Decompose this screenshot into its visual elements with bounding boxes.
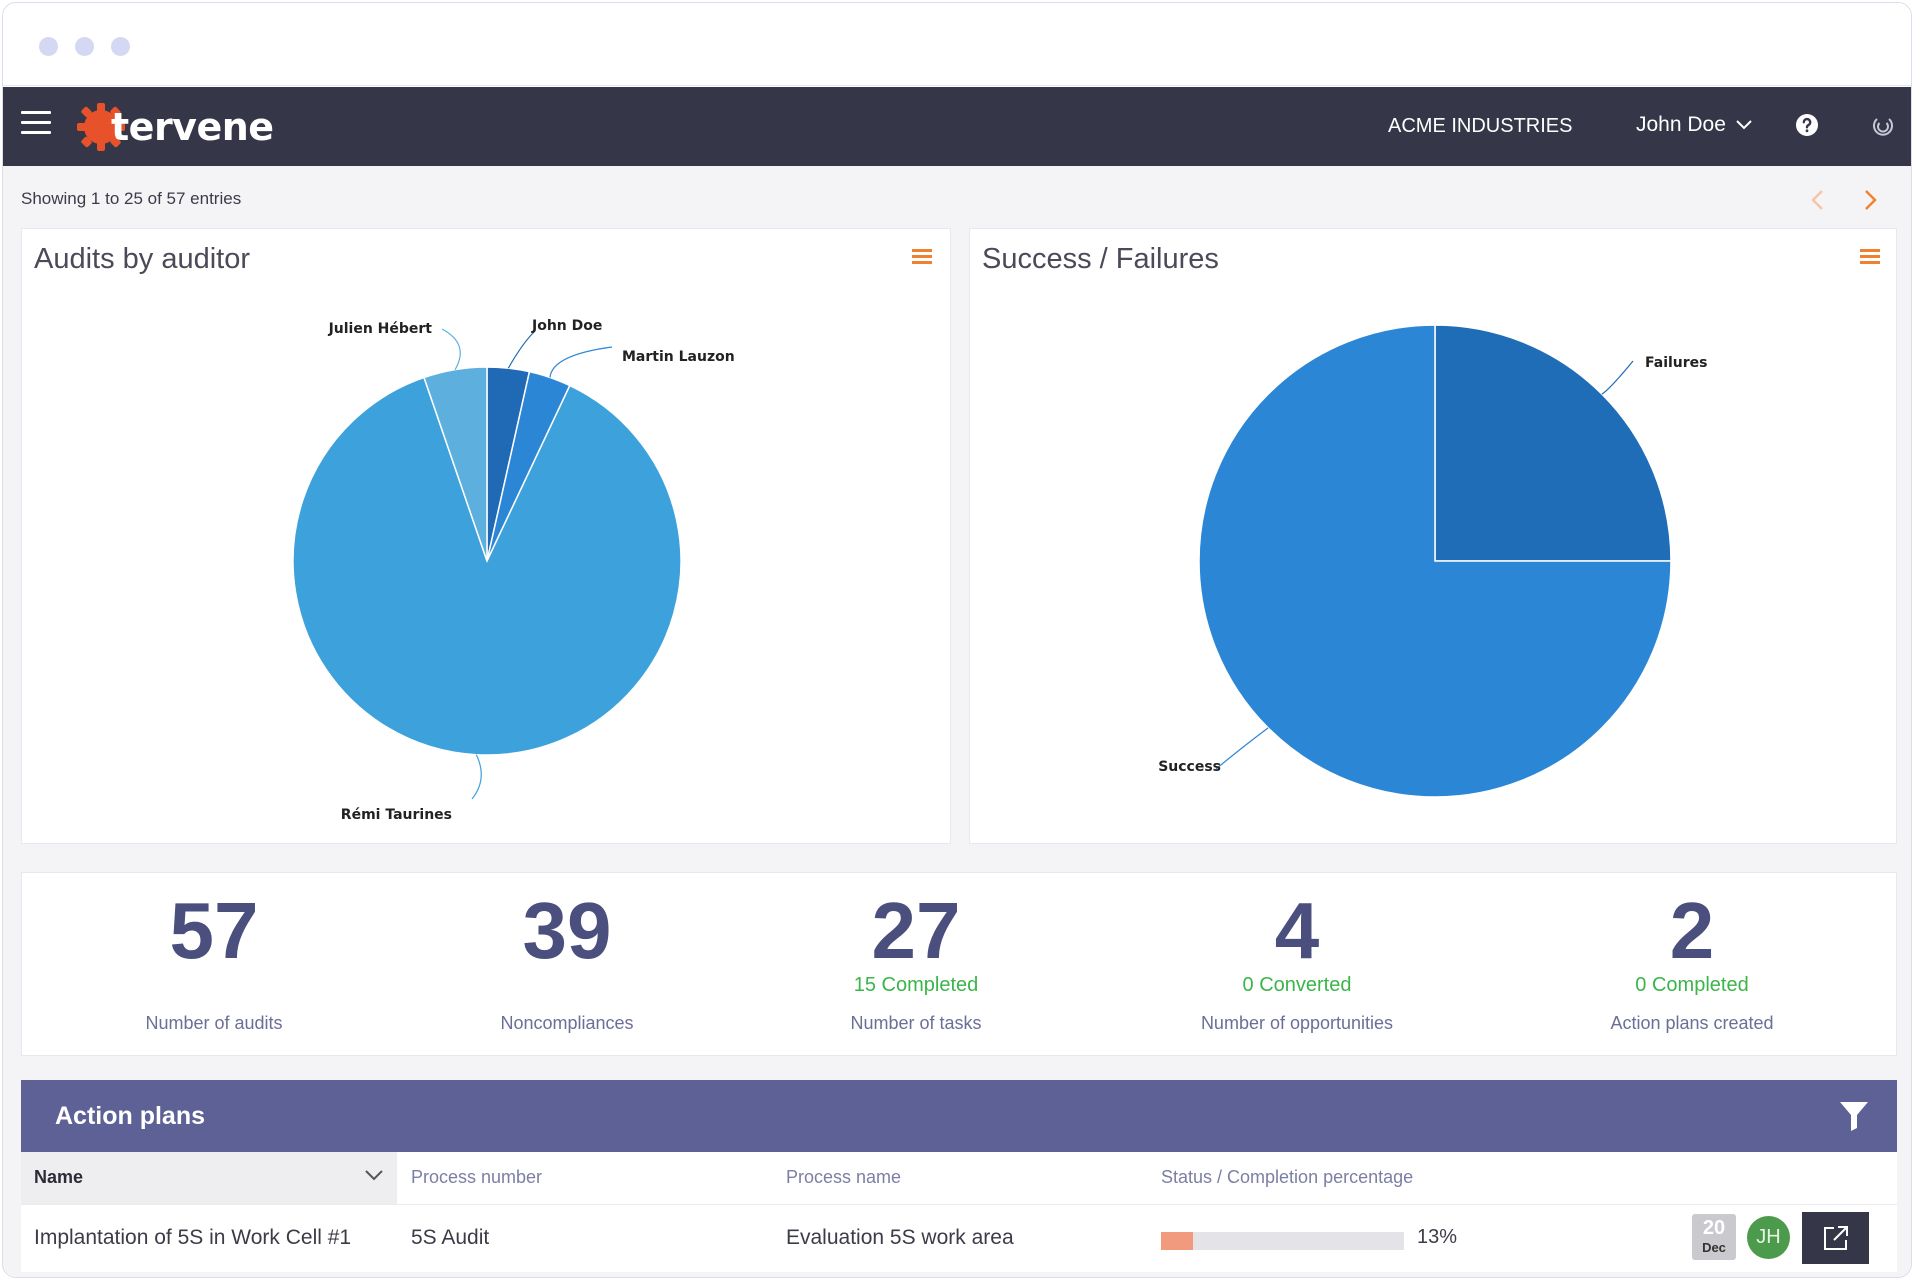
user-menu[interactable]: John Doe: [1636, 113, 1752, 137]
external-link-icon: [1824, 1226, 1848, 1250]
chevron-down-icon: [365, 1170, 383, 1181]
avatar[interactable]: JH: [1747, 1216, 1790, 1259]
success-chart-title: Success / Failures: [982, 243, 1219, 275]
column-header-process-name[interactable]: Process name: [786, 1167, 902, 1187]
chart-menu-icon[interactable]: [1860, 247, 1880, 265]
pie-slice-r-mi-taurines[interactable]: [292, 376, 682, 756]
stat-audits: 57 Number of audits: [34, 873, 394, 1057]
pie-label-connector: [1601, 360, 1634, 395]
pie-label: Failures: [1645, 355, 1708, 371]
action-plans-title: Action plans: [55, 1102, 206, 1130]
user-name: John Doe: [1636, 113, 1726, 136]
stat-value: 2: [1669, 886, 1715, 975]
audits-pie-chart: John Doe Martin Lauzon Rémi Taurines Julien…: [292, 318, 735, 823]
power-icon[interactable]: [1869, 111, 1897, 139]
pie-label-connector: [1215, 727, 1269, 770]
pie-label: Julien Hébert: [328, 321, 433, 337]
pie-label: Success: [1158, 759, 1221, 775]
pie-label-connector: [549, 346, 613, 378]
company-name[interactable]: ACME INDUSTRIES: [1388, 115, 1573, 137]
logo[interactable]: tervene: [77, 101, 274, 153]
logo-text: tervene: [111, 105, 274, 149]
row-process-name: Evaluation 5S work area: [786, 1226, 1014, 1249]
stat-label: Noncompliances: [500, 1013, 634, 1033]
window-maximize-dot[interactable]: [111, 37, 130, 56]
column-header-process-number[interactable]: Process number: [411, 1167, 543, 1187]
table-header-row: Name Process number Process name Status …: [21, 1152, 1897, 1204]
pie-label: John Doe: [531, 318, 602, 334]
column-header-label: Name: [34, 1167, 84, 1187]
chevron-left-icon[interactable]: [1807, 186, 1829, 214]
pie-slice-success[interactable]: [1198, 324, 1672, 798]
success-failures-pie-chart: Failures Success: [1158, 324, 1708, 798]
stat-value: 39: [522, 886, 612, 975]
window-close-dot[interactable]: [39, 37, 58, 56]
pie-label-connector: [507, 331, 535, 369]
completion-progress-fill: [1161, 1232, 1193, 1250]
stat-value: 57: [169, 886, 259, 975]
stat-sub: 15 Completed: [853, 974, 979, 996]
filter-icon[interactable]: [1839, 1100, 1869, 1132]
pie-label-connector: [471, 754, 482, 800]
row-name[interactable]: Implantation of 5S in Work Cell #1: [34, 1226, 352, 1249]
help-circle-icon[interactable]: [1795, 113, 1819, 137]
main-content: Showing 1 to 25 of 57 entries Audits by …: [3, 166, 1911, 1277]
stat-value: 4: [1274, 886, 1320, 975]
open-action-plan-button[interactable]: [1802, 1212, 1869, 1264]
top-navbar: tervene ACME INDUSTRIES John Doe: [3, 87, 1911, 166]
stat-sub: 0 Converted: [1242, 974, 1352, 996]
completion-progress-bar: [1161, 1232, 1404, 1250]
audits-chart-title: Audits by auditor: [34, 243, 251, 275]
due-date-badge: 20 Dec: [1692, 1214, 1736, 1260]
stats-strip: 57 Number of audits 39 Noncompliances 27…: [21, 872, 1897, 1056]
stat-label: Number of opportunities: [1200, 1013, 1394, 1033]
chart-menu-icon[interactable]: [912, 247, 932, 265]
stat-value: 27: [871, 886, 961, 975]
pie-label-connector: [441, 328, 461, 370]
due-date-month: Dec: [1702, 1240, 1726, 1255]
due-date-day: 20: [1702, 1217, 1726, 1239]
stat-noncompliances: 39 Noncompliances: [387, 873, 747, 1057]
success-failures-card: Success / Failures Failures Success: [969, 228, 1897, 844]
stat-label: Number of tasks: [850, 1013, 982, 1033]
stat-opportunities: 4 0 Converted Number of opportunities: [1117, 873, 1477, 1057]
gear-logo-icon: [77, 103, 125, 151]
stat-tasks: 27 15 Completed Number of tasks: [736, 873, 1096, 1057]
table-row[interactable]: Implantation of 5S in Work Cell #1 5S Au…: [21, 1204, 1897, 1272]
completion-percentage: 13%: [1417, 1226, 1458, 1248]
chevron-right-icon[interactable]: [1859, 186, 1881, 214]
stat-label: Action plans created: [1610, 1013, 1774, 1033]
action-plans-header: Action plans: [21, 1080, 1897, 1152]
column-header-status[interactable]: Status / Completion percentage: [1161, 1167, 1414, 1187]
audits-by-auditor-card: Audits by auditor John Doe Martin Lauzon R…: [21, 228, 951, 844]
column-header-name[interactable]: Name: [21, 1152, 397, 1204]
hamburger-icon[interactable]: [21, 111, 53, 141]
window-minimize-dot[interactable]: [75, 37, 94, 56]
pie-label: Martin Lauzon: [622, 349, 735, 365]
row-process-number: 5S Audit: [411, 1226, 490, 1249]
pie-slice-failures[interactable]: [1434, 324, 1672, 562]
stat-sub: 0 Completed: [1635, 974, 1749, 996]
stat-action-plans: 2 0 Completed Action plans created: [1512, 873, 1872, 1057]
chevron-down-icon: [1736, 120, 1752, 130]
stat-label: Number of audits: [145, 1013, 283, 1033]
entries-count: Showing 1 to 25 of 57 entries: [21, 189, 242, 208]
pie-label: Rémi Taurines: [341, 807, 452, 823]
window-titlebar: [3, 3, 1911, 86]
